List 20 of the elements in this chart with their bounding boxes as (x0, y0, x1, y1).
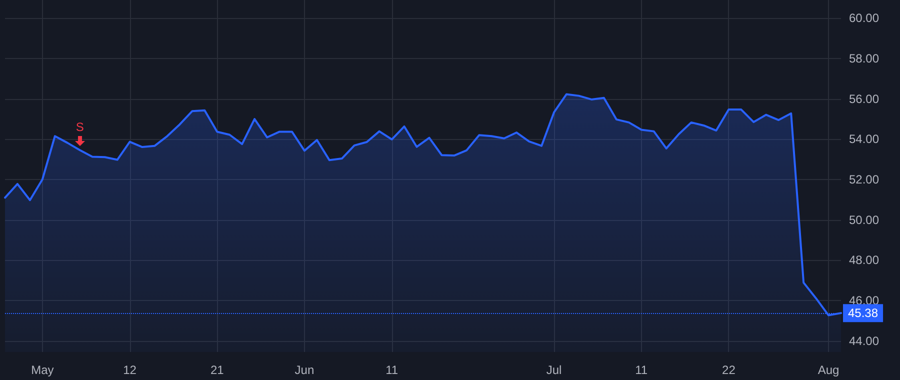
x-tick-label: 21 (210, 363, 224, 377)
y-tick-label: 60.00 (849, 11, 880, 26)
y-tick-label: 52.00 (849, 172, 880, 187)
x-tick-label: 11 (386, 363, 398, 377)
x-tick-label: May (31, 363, 54, 377)
x-tick-label: Aug (818, 363, 840, 377)
x-tick-label: 22 (722, 363, 736, 377)
y-tick-label: 48.00 (849, 253, 880, 268)
x-tick-label: 12 (123, 363, 137, 377)
y-tick-label: 56.00 (849, 92, 880, 106)
y-tick-label: 46.00 (849, 294, 880, 308)
y-tick-label: 58.00 (849, 52, 880, 66)
x-tick-label: 11 (635, 363, 648, 377)
y-tick-label: 50.00 (849, 212, 880, 227)
y-tick-label: 54.00 (849, 132, 880, 146)
x-tick-label: Jul (546, 363, 562, 377)
annotation: S (74, 120, 85, 134)
y-tick-label: 44.00 (849, 334, 880, 348)
x-tick-label: Jun (294, 363, 314, 377)
ref-line-label: 45.38 (848, 306, 878, 320)
